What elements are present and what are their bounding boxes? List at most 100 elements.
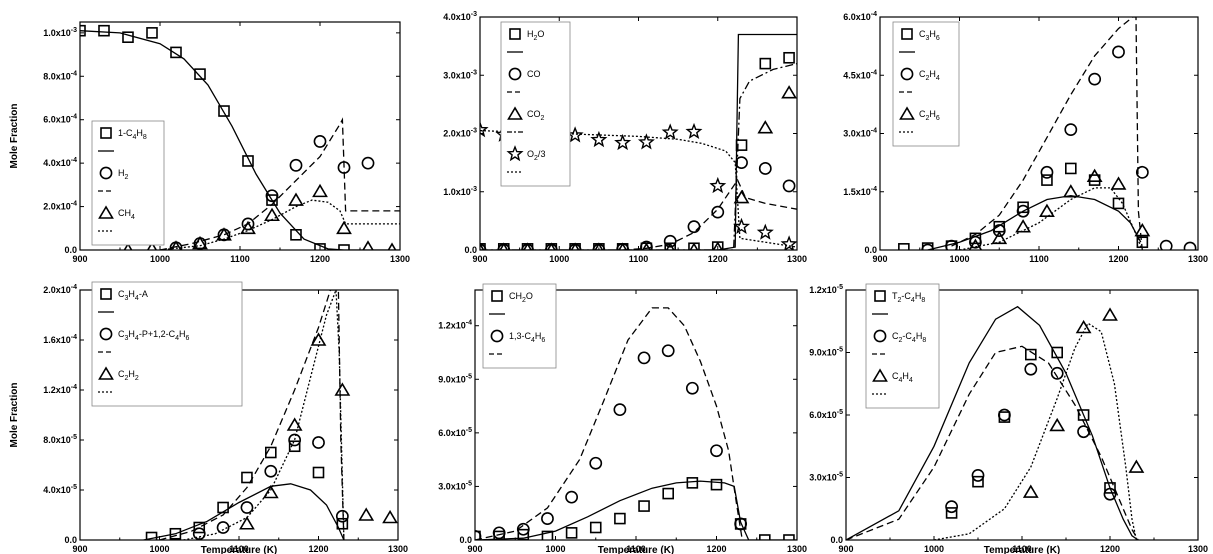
data-point-c2h2 xyxy=(358,507,375,521)
data-point-t2-c4h8 xyxy=(972,475,984,488)
legend-label-c3h4-p-1-2-c4h6: C3H4-P+1,2-C4H6 xyxy=(118,329,190,342)
data-point-1-c4h8 xyxy=(98,24,110,37)
x-tick-label: 1200 xyxy=(308,544,328,554)
legend-label-ch4: CH4 xyxy=(118,208,135,221)
legend-box xyxy=(865,283,940,409)
legend-label-o2-3: O2/3 xyxy=(527,149,545,162)
legend-label-ch2o: CH2O xyxy=(509,291,533,304)
data-point-o2-3 xyxy=(685,122,703,139)
series-line-ch4 xyxy=(159,199,400,250)
data-point-co xyxy=(663,234,677,248)
series-line-c2h4 xyxy=(951,17,1143,250)
data-point-co2 xyxy=(689,242,699,250)
data-point-c3h4-p-1-2-c4h6 xyxy=(312,436,325,449)
y-tick-label: 8.0x10-5 xyxy=(43,434,77,445)
y-axis-label: Mole Fraction xyxy=(9,103,20,168)
legend-label-co: CO xyxy=(527,69,541,79)
data-point-1-c4h8 xyxy=(338,244,350,250)
data-point-c2-c4h8 xyxy=(1103,487,1117,501)
legend-marker-ch2o xyxy=(491,290,503,302)
y-tick-label: 4.0x10-3 xyxy=(443,11,477,22)
data-point-ch2o xyxy=(783,534,795,540)
data-point-h2o xyxy=(735,139,748,151)
data-point-o2-3 xyxy=(709,176,727,194)
legend-marker-o2-3 xyxy=(506,145,524,162)
y-tick-label: 3.0x10-4 xyxy=(843,128,877,139)
chart-panel-2: 900 1000 1100 1200 1300 0.0 1.0x10-3 2.0x10-3 3.… xyxy=(443,11,807,264)
legend-label-1-c4h8: 1-C4H8 xyxy=(118,128,147,141)
data-point-c4h4 xyxy=(1022,484,1039,498)
y-tick-label: 1.0x10-3 xyxy=(443,186,477,197)
x-tick-label: 1300 xyxy=(787,254,807,264)
data-point-c2h4 xyxy=(1016,204,1030,218)
y-tick-label: 0.0 xyxy=(64,245,77,255)
data-point-1-3-c4h6 xyxy=(516,522,530,536)
data-point-c2-c4h8 xyxy=(1077,425,1090,439)
y-tick-label: 4.0x10-4 xyxy=(43,157,77,168)
chart-panel-5: 900 1000 1100 1200 1300 0.0 3.0x10-5 6.0x10-5 9.… xyxy=(438,283,807,554)
y-tick-label: 6.0x10-5 xyxy=(809,409,843,420)
x-tick-label: 900 xyxy=(72,254,87,264)
data-point-h2 xyxy=(265,189,279,203)
data-point-ch4 xyxy=(123,242,133,250)
data-point-c2h6 xyxy=(1062,184,1079,198)
data-point-1-3-c4h6 xyxy=(710,444,723,458)
data-point-c2h4 xyxy=(945,239,958,250)
x-axis-label: Temperature (K) xyxy=(201,545,278,554)
x-tick-label: 1100 xyxy=(626,544,646,554)
data-point-ch4 xyxy=(240,220,256,235)
data-point-c2-c4h8 xyxy=(998,408,1011,422)
data-point-co2 xyxy=(523,242,533,250)
data-point-1-3-c4h6 xyxy=(475,530,482,540)
x-tick-label: 900 xyxy=(838,544,853,554)
data-point-c2h2 xyxy=(262,484,279,499)
data-point-ch2o xyxy=(517,528,530,540)
legend-marker-c2h6 xyxy=(899,106,915,120)
series-line-co xyxy=(622,178,797,250)
data-point-1-c4h8 xyxy=(170,46,182,59)
data-point-1-c4h8 xyxy=(146,27,158,39)
data-point-h2 xyxy=(289,158,303,172)
y-tick-label: 3.0x10-3 xyxy=(443,69,477,80)
data-point-c3h4-p-1-2-c4h6 xyxy=(288,433,302,447)
x-tick-label: 1100 xyxy=(1012,544,1032,554)
data-point-c3h4-a xyxy=(169,527,182,540)
legend-box xyxy=(892,21,960,147)
data-point-co2 xyxy=(618,242,628,250)
data-point-1-3-c4h6 xyxy=(589,456,603,470)
series-line-c2h2 xyxy=(183,290,345,540)
series-layer xyxy=(143,290,398,540)
data-point-o2-3 xyxy=(590,130,608,148)
x-tick-label: 1200 xyxy=(1108,254,1128,264)
y-tick-label: 3.0x10-5 xyxy=(809,472,843,483)
legend-label-t2-c4h8: T2-C4H8 xyxy=(892,291,925,304)
chart-panel-6: 900 1000 1100 1200 1300 0.0 3.0x10-5 6.0x10-5 9.… xyxy=(809,283,1208,554)
y-tick-label: 0.0 xyxy=(464,245,477,255)
data-point-c3h4-a xyxy=(336,517,349,530)
legend-label-co2: CO2 xyxy=(527,109,545,122)
legend-label-c3h6: C3H6 xyxy=(919,29,940,42)
data-point-co xyxy=(711,205,725,219)
y-tick-label: 0.0 xyxy=(459,535,472,545)
data-point-c2h2 xyxy=(286,417,303,431)
data-point-co xyxy=(758,162,772,175)
y-tick-label: 1.2x10-5 xyxy=(809,284,843,295)
data-point-c3h4-a xyxy=(264,446,277,459)
series-line-c4h4 xyxy=(933,322,1138,540)
legend-label-c2h2: C2H2 xyxy=(118,369,139,382)
data-point-co xyxy=(735,156,748,170)
x-axis-label: Temperature (K) xyxy=(984,545,1061,554)
legend-box xyxy=(91,281,243,407)
data-point-1-3-c4h6 xyxy=(565,490,578,504)
x-tick-label: 900 xyxy=(472,254,487,264)
legend-label-h2: H2 xyxy=(118,168,129,181)
data-point-o2-3 xyxy=(661,123,679,140)
data-point-c4h4 xyxy=(1049,417,1066,432)
data-point-c2h4 xyxy=(1040,165,1054,179)
legend-label-c2h4: C2H4 xyxy=(919,69,940,82)
data-point-c2h4 xyxy=(921,243,935,250)
x-tick-label: 1200 xyxy=(310,254,330,264)
legend-marker-c2h4 xyxy=(900,67,914,81)
series-layer xyxy=(80,24,400,250)
data-point-ch2o xyxy=(541,530,554,540)
